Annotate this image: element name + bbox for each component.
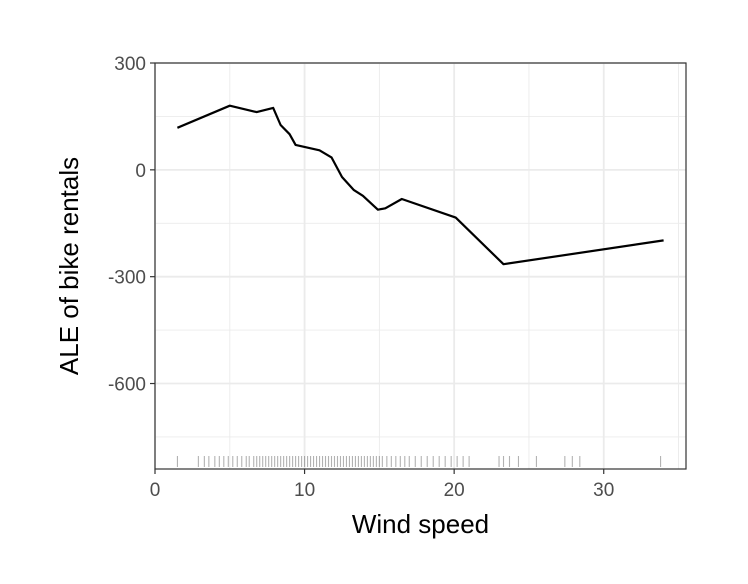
grid: [154, 62, 686, 469]
x-axis-title: Wind speed: [352, 509, 489, 539]
x-tick-label: 0: [150, 480, 161, 501]
series-line-group: [176, 104, 664, 266]
axis-ticks: 0 10 20 30 300 0 -300 -600: [108, 54, 614, 501]
x-tick-label: 10: [294, 480, 315, 501]
plot-panel-border: [154, 62, 687, 470]
y-tick-label: -300: [108, 268, 146, 289]
x-tick-label: 30: [593, 480, 614, 501]
series-line: [176, 104, 664, 266]
rug-marks: [176, 456, 662, 467]
x-tick-label: 20: [444, 480, 465, 501]
y-axis-title: ALE of bike rentals: [54, 157, 84, 375]
y-tick-label: 300: [114, 54, 146, 75]
y-tick-label: -600: [108, 375, 146, 396]
y-tick-label: 0: [135, 161, 146, 182]
